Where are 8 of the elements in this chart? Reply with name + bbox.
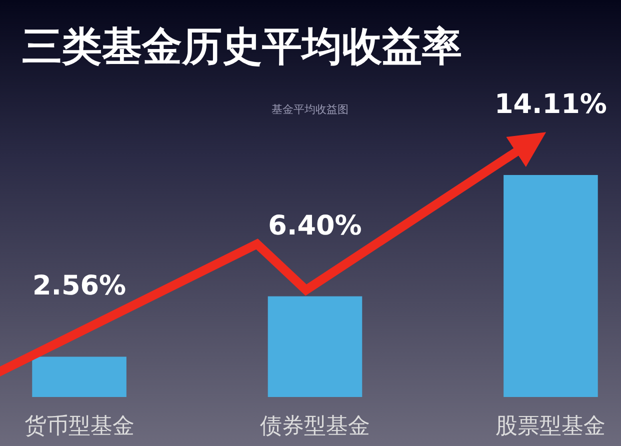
x-tick-label: 货币型基金 <box>24 414 134 439</box>
data-label: 2.56% <box>32 270 126 302</box>
chart-title: 三类基金历史平均收益率 <box>22 24 462 70</box>
x-tick-label: 股票型基金 <box>496 414 606 439</box>
data-label: 6.40% <box>268 210 362 242</box>
x-tick-label: 债券型基金 <box>260 414 370 439</box>
data-label: 14.11% <box>494 89 607 120</box>
chart-subtitle: 基金平均收益图 <box>272 103 348 116</box>
